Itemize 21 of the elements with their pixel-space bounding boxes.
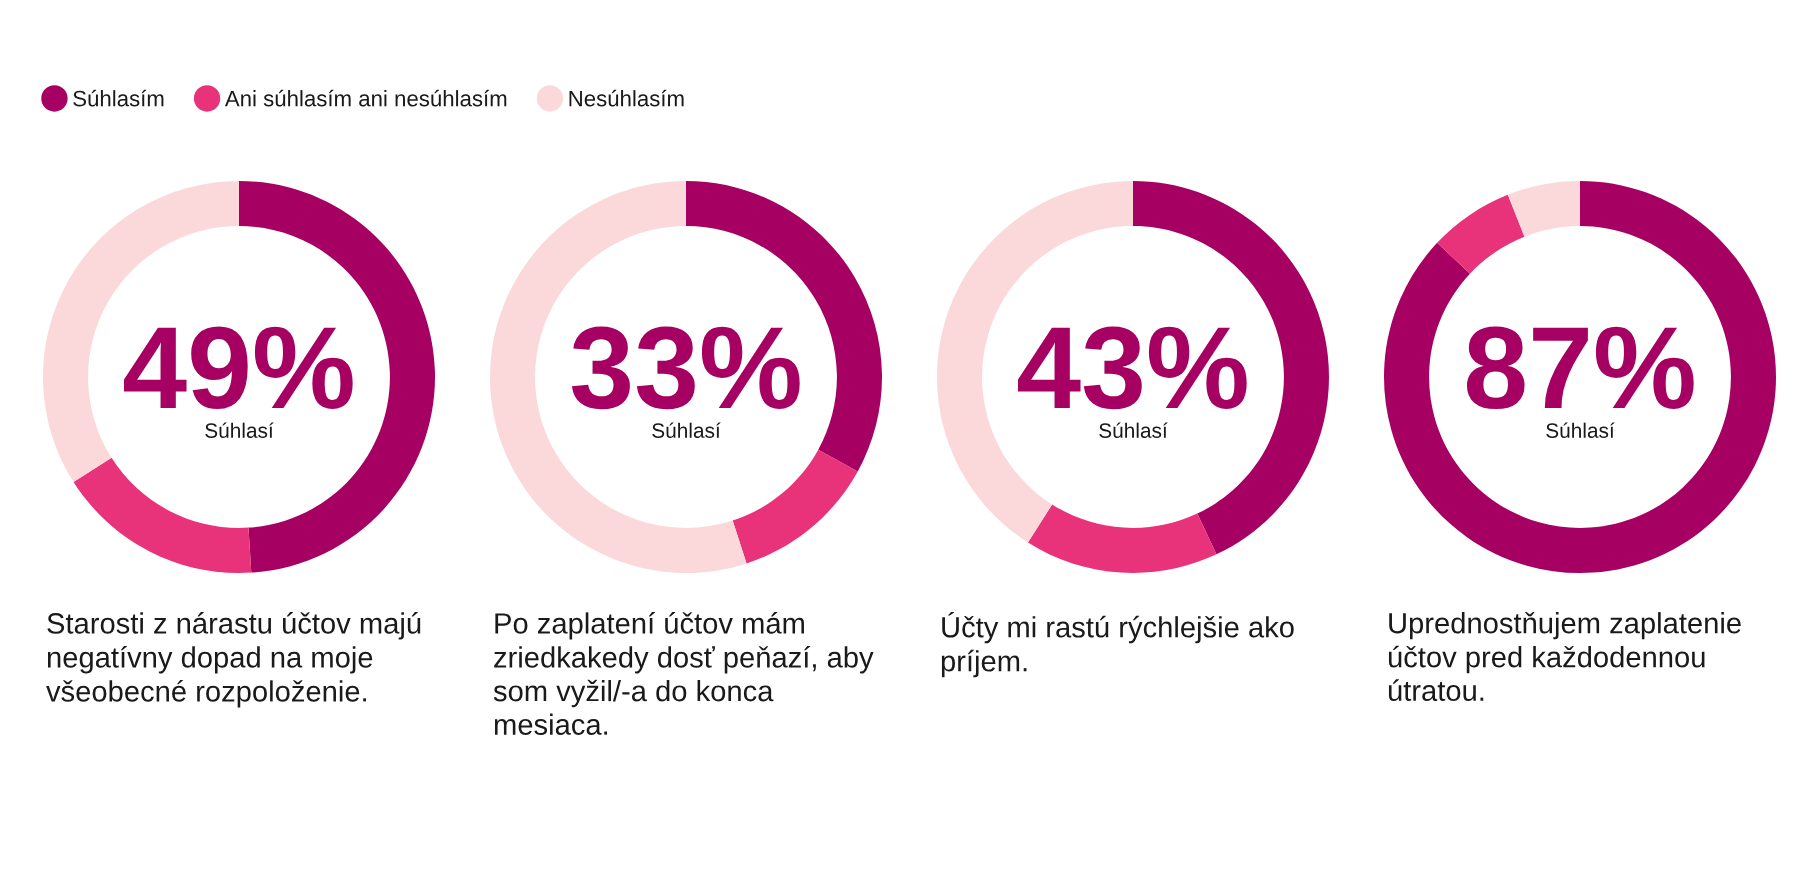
- data-label: 33%: [571, 326, 800, 410]
- text: Súhlasí: [652, 422, 721, 438]
- text: Súhlasí: [205, 422, 274, 438]
- data-label: 49%: [124, 326, 353, 410]
- text: Súhlasí: [1546, 422, 1615, 438]
- donut-slice: [1437, 194, 1525, 274]
- data-label: 87%: [1466, 326, 1694, 410]
- donut-slice: [1507, 181, 1580, 237]
- text: Súhlasí: [1099, 422, 1168, 438]
- legend-label: Nesúhlasím: [569, 89, 684, 107]
- donut-slice: [1027, 504, 1217, 573]
- legend-label: Ani súhlasím ani nesúhlasím: [224, 89, 507, 107]
- donut-slice: [732, 449, 858, 564]
- legend-label: Súhlasím: [73, 89, 164, 107]
- text: Uprednostňujem zaplatenie účtov pred každodennou útratou.: [1388, 612, 1741, 702]
- text: Po zaplatení účtov mám zriedkakedy dosť peňazí, aby som vyžil/-a do konca mesiaca.: [493, 612, 874, 735]
- donut-slice: [73, 457, 252, 573]
- text: Účty mi rastú rýchlejšie ako príjem.: [941, 612, 1294, 678]
- donut-slice: [1384, 181, 1776, 573]
- data-label: 43%: [1018, 326, 1247, 410]
- text: Starosti z nárastu účtov majú negatívny dopad na moje všeobecné rozpoloženie.: [46, 612, 421, 708]
